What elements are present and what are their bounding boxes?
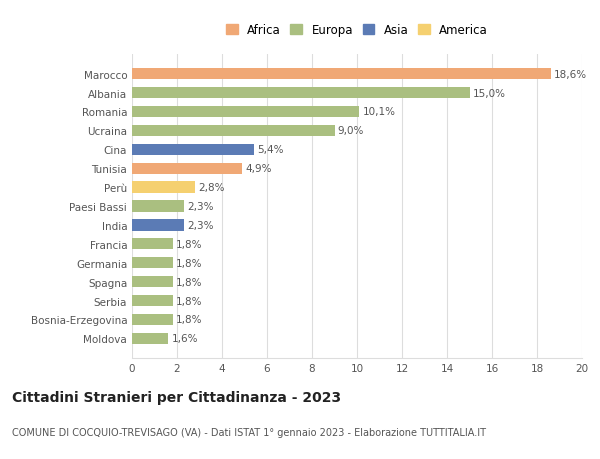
Bar [132, 333, 168, 344]
Bar [132, 239, 173, 250]
Text: 1,8%: 1,8% [176, 277, 202, 287]
Bar [132, 106, 359, 118]
Bar [132, 182, 195, 193]
Text: 2,8%: 2,8% [199, 183, 225, 193]
Bar [132, 276, 173, 288]
Bar [132, 69, 551, 80]
Text: 15,0%: 15,0% [473, 89, 506, 98]
Text: 2,3%: 2,3% [187, 220, 214, 230]
Text: COMUNE DI COCQUIO-TREVISAGO (VA) - Dati ISTAT 1° gennaio 2023 - Elaborazione TUT: COMUNE DI COCQUIO-TREVISAGO (VA) - Dati … [12, 427, 486, 437]
Bar [132, 257, 173, 269]
Text: 1,6%: 1,6% [172, 334, 198, 344]
Text: 1,8%: 1,8% [176, 258, 202, 268]
Bar [132, 220, 184, 231]
Text: 1,8%: 1,8% [176, 239, 202, 249]
Text: 9,0%: 9,0% [338, 126, 364, 136]
Legend: Africa, Europa, Asia, America: Africa, Europa, Asia, America [224, 22, 490, 39]
Text: 2,3%: 2,3% [187, 202, 214, 212]
Bar [132, 295, 173, 307]
Bar [132, 144, 254, 156]
Text: Cittadini Stranieri per Cittadinanza - 2023: Cittadini Stranieri per Cittadinanza - 2… [12, 390, 341, 404]
Bar [132, 314, 173, 325]
Bar [132, 201, 184, 212]
Text: 10,1%: 10,1% [362, 107, 395, 117]
Bar [132, 88, 470, 99]
Bar [132, 163, 242, 174]
Text: 5,4%: 5,4% [257, 145, 283, 155]
Text: 1,8%: 1,8% [176, 296, 202, 306]
Text: 18,6%: 18,6% [554, 69, 587, 79]
Text: 1,8%: 1,8% [176, 315, 202, 325]
Bar [132, 125, 335, 137]
Text: 4,9%: 4,9% [245, 164, 272, 174]
